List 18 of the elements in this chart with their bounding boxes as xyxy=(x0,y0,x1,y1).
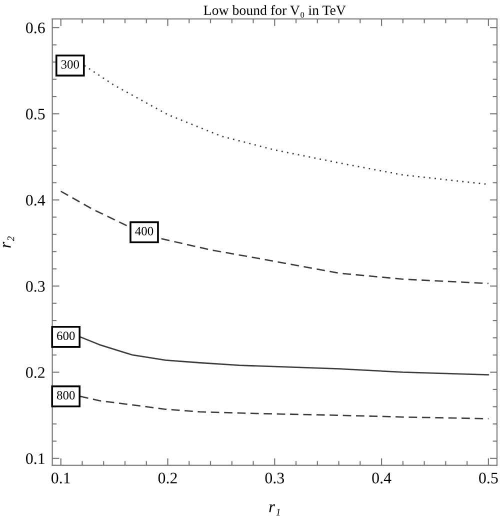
y-tick-label: 0.5 xyxy=(26,108,45,120)
x-tick-label: 0.3 xyxy=(265,472,284,484)
y-tick-label: 0.2 xyxy=(26,367,44,378)
x-tick-label: 0.2 xyxy=(158,472,177,484)
y-tick-label: 0.6 xyxy=(26,22,45,34)
x-tick-label: 0.5 xyxy=(479,472,498,484)
chart-title: Low bound for V₀ in TeV xyxy=(204,5,346,18)
x-tick-label: 0.4 xyxy=(372,472,392,484)
x-tick-label: 0.1 xyxy=(51,472,70,484)
series-label: 600 xyxy=(57,332,75,340)
y-axis-title: r₂ xyxy=(2,236,14,248)
series-label: 800 xyxy=(56,391,75,400)
series-label: 400 xyxy=(135,226,154,236)
x-axis-title: r₁ xyxy=(269,504,280,516)
y-tick-label: 0.3 xyxy=(26,280,45,292)
series-label: 300 xyxy=(61,60,80,69)
y-tick-label: 0.1 xyxy=(26,453,44,464)
y-tick-label: 0.4 xyxy=(26,194,46,206)
